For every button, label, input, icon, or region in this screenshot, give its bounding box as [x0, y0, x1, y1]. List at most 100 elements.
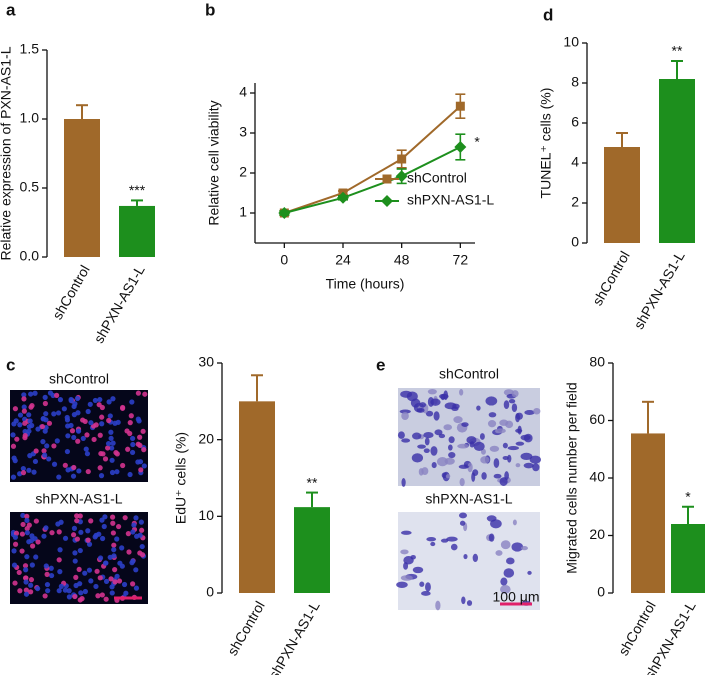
cell	[107, 413, 113, 419]
cell	[471, 472, 476, 482]
micrograph-caption: shControl	[439, 366, 499, 382]
cell	[500, 577, 508, 586]
cell	[472, 553, 479, 563]
bar	[64, 119, 100, 257]
cell	[23, 579, 29, 585]
y-axis-label: Relative cell viability	[206, 100, 222, 225]
cell	[40, 439, 46, 445]
cell	[436, 456, 448, 467]
cell	[22, 432, 28, 439]
cell	[77, 513, 83, 519]
significance: **	[672, 43, 683, 59]
cell	[83, 446, 89, 452]
cell	[39, 423, 46, 430]
micrograph	[10, 390, 148, 482]
cell	[507, 454, 512, 463]
cell	[71, 434, 77, 441]
cell	[417, 444, 426, 449]
cell	[62, 462, 68, 468]
cell	[129, 449, 136, 456]
y-tick-label: 10	[563, 34, 579, 50]
cell	[73, 574, 79, 580]
cell	[17, 471, 23, 477]
cell	[24, 554, 30, 560]
cell	[32, 458, 39, 465]
cell	[139, 552, 146, 558]
cell	[126, 549, 132, 555]
cell	[65, 467, 71, 473]
significance: *	[685, 488, 691, 504]
cell	[76, 468, 82, 474]
cell	[133, 515, 139, 521]
cell	[12, 541, 19, 547]
panel-label: d	[543, 5, 553, 24]
cell	[51, 443, 57, 449]
cell	[51, 411, 57, 417]
cell	[20, 465, 26, 472]
cell	[515, 412, 520, 423]
cell	[459, 477, 465, 487]
cell	[130, 581, 136, 587]
cell	[435, 600, 441, 611]
cell	[515, 441, 525, 446]
cell	[412, 432, 422, 440]
y-axis-label: EdU⁺ cells (%)	[173, 432, 189, 524]
cell	[42, 400, 48, 407]
cell	[412, 566, 424, 574]
cell	[102, 560, 109, 566]
cell	[403, 556, 414, 565]
cell	[502, 455, 509, 460]
cell	[99, 421, 105, 427]
cell	[48, 565, 54, 571]
cell	[65, 433, 71, 439]
cell	[99, 517, 105, 523]
marker	[397, 154, 407, 164]
cell	[431, 462, 437, 469]
marker	[382, 174, 392, 184]
cell	[430, 541, 436, 547]
cell	[102, 514, 108, 520]
cell	[66, 594, 72, 600]
cell	[42, 452, 48, 458]
marker	[395, 170, 408, 183]
cell	[445, 474, 451, 479]
cell	[448, 436, 455, 444]
cell	[124, 428, 130, 434]
significance: **	[307, 474, 318, 490]
cell	[458, 464, 469, 469]
cell	[24, 513, 30, 519]
cell	[35, 539, 41, 545]
panel-label: a	[6, 0, 16, 19]
cell	[62, 587, 68, 593]
cell	[57, 569, 63, 575]
cell	[488, 412, 497, 418]
cell	[452, 403, 460, 409]
cell	[424, 437, 430, 446]
cell	[57, 547, 63, 553]
cell	[461, 422, 469, 427]
cell	[35, 585, 41, 592]
cell	[493, 458, 500, 468]
cell	[101, 523, 107, 530]
y-tick-label: 0	[206, 584, 214, 600]
cell	[112, 567, 118, 573]
cell	[506, 557, 515, 565]
y-axis-label: Relative expression of PXN-AS1-L	[0, 46, 14, 260]
cell	[72, 593, 78, 600]
cell	[33, 448, 39, 454]
cell	[416, 407, 425, 413]
cell	[80, 417, 86, 423]
cell	[56, 557, 62, 563]
cell	[99, 404, 105, 411]
x-tick-label: shControl	[49, 262, 93, 322]
cell	[77, 547, 83, 554]
cell	[108, 435, 114, 441]
micrograph-caption: shControl	[49, 371, 109, 387]
cell	[47, 390, 54, 396]
bar	[671, 524, 705, 593]
cell	[105, 445, 111, 451]
y-tick-label: 0.0	[20, 248, 40, 264]
cell	[493, 473, 502, 479]
cell	[130, 441, 136, 448]
legend-label: shPXN-AS1-L	[407, 192, 494, 208]
